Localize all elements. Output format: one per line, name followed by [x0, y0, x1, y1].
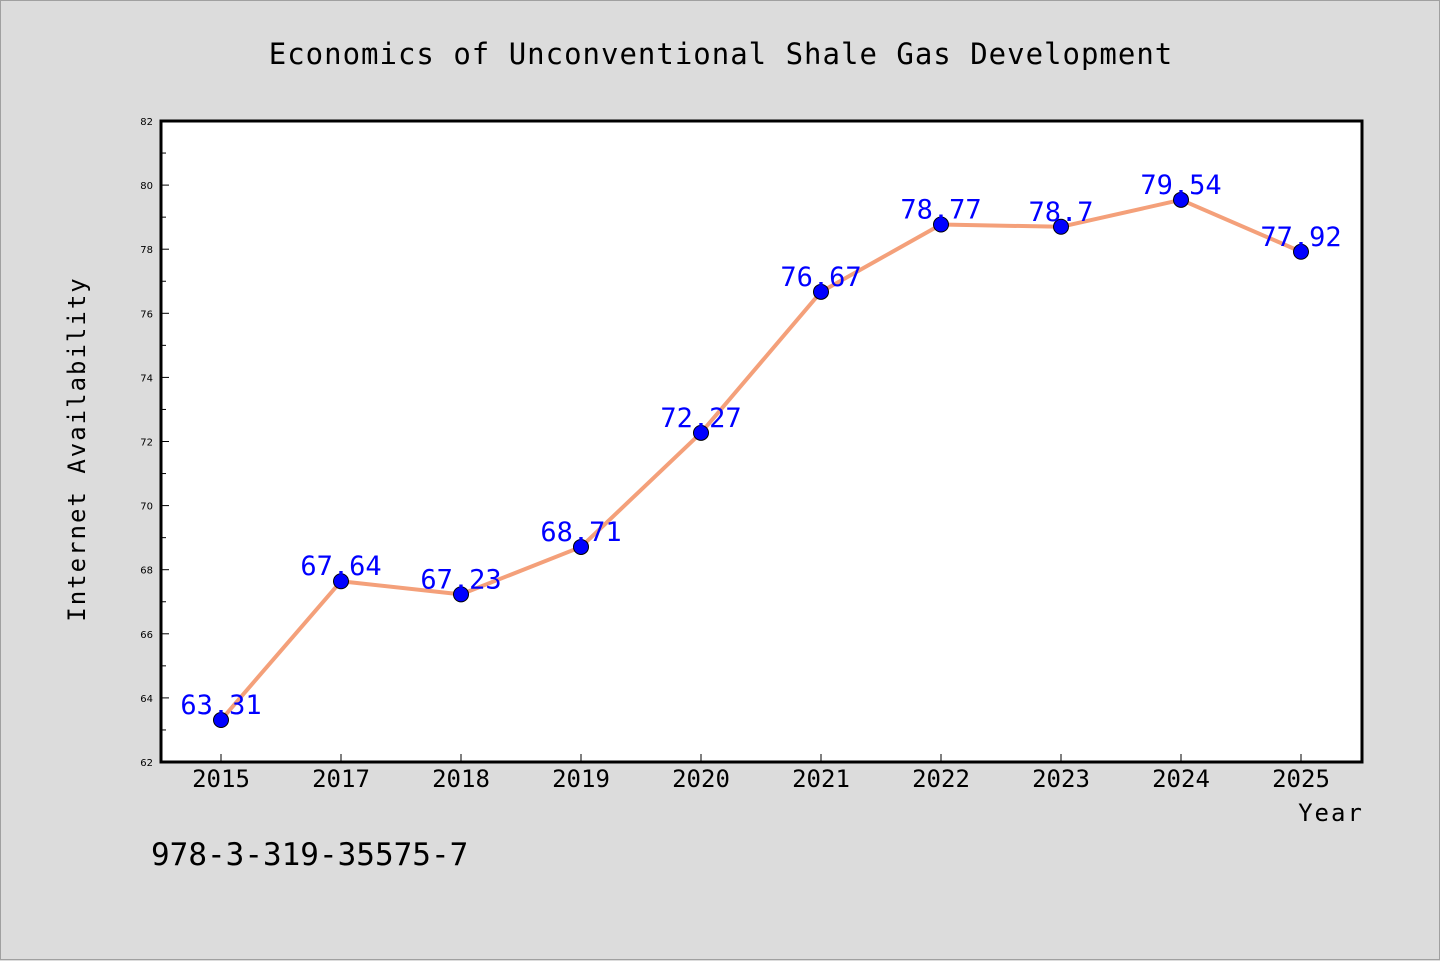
y-tick-label: 80	[140, 181, 153, 192]
x-tick-label: 2020	[672, 765, 730, 793]
y-axis: 62 64 66 68 70 72 74 76 78 80 82	[140, 117, 169, 769]
x-tick-label: 2023	[1032, 765, 1090, 793]
data-point	[933, 216, 949, 233]
x-tick-label: 2024	[1152, 765, 1210, 793]
data-label: 67.64	[300, 551, 381, 582]
x-tick-label: 2022	[912, 765, 970, 793]
y-tick-label: 74	[140, 373, 153, 384]
x-tick-label: 2019	[552, 765, 610, 793]
data-label: 77.92	[1260, 222, 1341, 253]
data-label: 79.54	[1140, 170, 1221, 201]
series-line	[219, 197, 1303, 723]
data-label: 63.31	[180, 690, 261, 721]
data-label: 78.77	[900, 195, 981, 226]
x-tick-label: 2015	[192, 765, 250, 793]
data-point	[1173, 191, 1189, 208]
y-tick-label: 64	[140, 694, 153, 705]
data-label: 68.71	[540, 517, 621, 548]
y-tick-label: 76	[140, 309, 153, 320]
series-layer: 63.31 67.64 67.23 68.71 72.27 76.67 78.77 78.7 7…	[180, 170, 1342, 729]
data-label: 67.23	[420, 564, 501, 595]
y-tick-label: 66	[140, 630, 153, 641]
x-tick-label: 2021	[792, 765, 850, 793]
x-axis: 2015 2017 2018 2019 2020 2021 2022 2023 2024 2025	[192, 754, 1330, 793]
y-tick-label: 82	[140, 117, 153, 128]
y-tick-label: 72	[140, 438, 153, 449]
isbn-text: 978-3-319-35575-7	[151, 837, 468, 873]
data-label: 76.67	[780, 262, 861, 293]
data-point	[1293, 243, 1309, 260]
data-label: 78.7	[1028, 197, 1093, 228]
y-tick-label: 62	[140, 758, 153, 769]
x-tick-label: 2018	[432, 765, 490, 793]
x-axis-title: Year	[1298, 799, 1364, 827]
chart-title: Economics of Unconventional Shale Gas De…	[269, 37, 1174, 71]
data-label: 72.27	[660, 403, 741, 434]
x-tick-label: 2025	[1272, 765, 1330, 793]
data-point	[813, 283, 829, 300]
data-point	[573, 538, 589, 555]
y-axis-title: Internet Availability	[63, 276, 91, 621]
y-tick-label: 70	[140, 502, 153, 513]
plot-area	[159, 119, 1364, 764]
y-tick-label: 68	[140, 566, 153, 577]
data-point	[213, 712, 229, 729]
y-tick-label: 78	[140, 245, 153, 256]
data-point	[1053, 218, 1069, 235]
data-point	[333, 573, 349, 590]
data-point	[693, 424, 709, 441]
data-point	[453, 586, 469, 603]
x-tick-label: 2017	[312, 765, 370, 793]
